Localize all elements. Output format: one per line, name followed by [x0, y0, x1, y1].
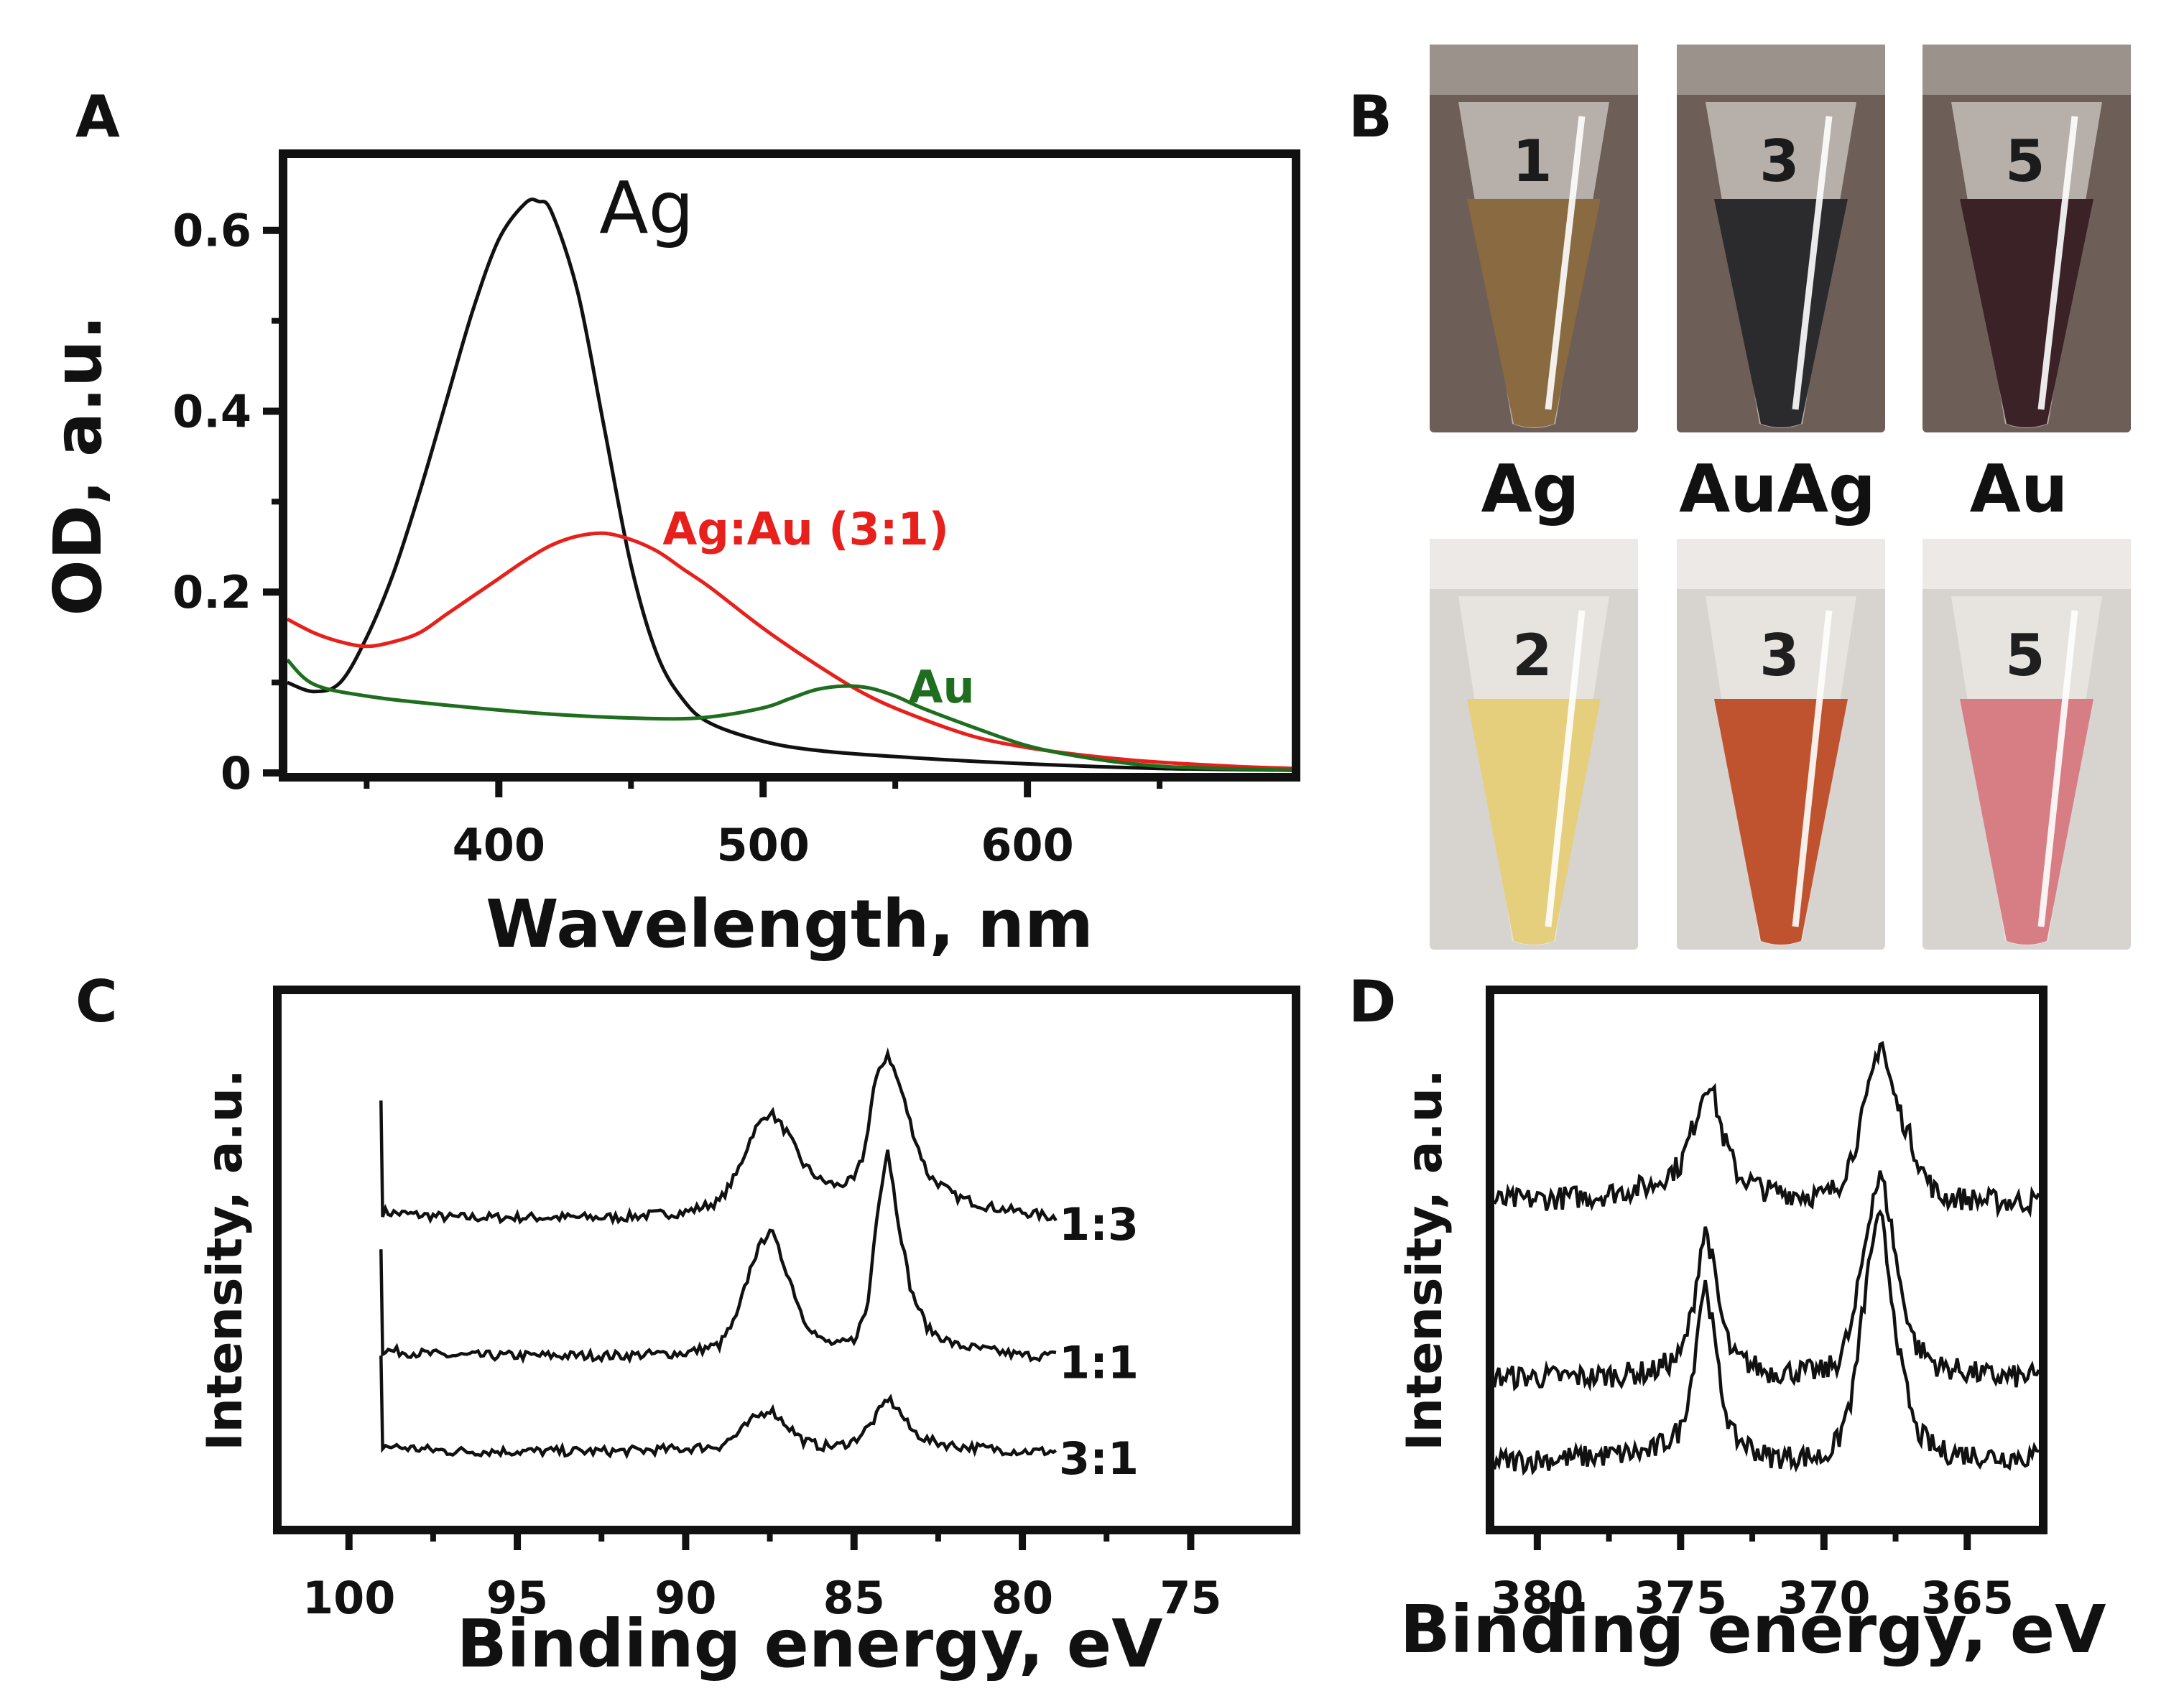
chart-d-series-middle: [1492, 1170, 2041, 1392]
chart-c-frame: [273, 986, 1300, 1534]
chart-a-frame: [279, 149, 1300, 782]
chart-c-xlabel: Binding energy, eV: [457, 1605, 1163, 1682]
chart-a-xtick-label: 400: [453, 819, 545, 871]
chart-d-series-top: [1493, 1040, 2040, 1218]
chart-c-series-label: 1:1: [1059, 1337, 1139, 1389]
chart-a-annotation: Au: [909, 661, 975, 713]
chart-a-annotation: Ag:Au (3:1): [662, 503, 949, 555]
chart-a-annotation: Ag: [599, 166, 694, 250]
chart-a-xtick-label: 500: [716, 819, 809, 871]
tube-mark: 5: [2005, 622, 2045, 689]
chart-c-series-1-3: [379, 1047, 1058, 1226]
chart-c-xtick-label: 75: [1160, 1572, 1221, 1624]
chart-c-xtick-label: 100: [302, 1572, 395, 1624]
tube-bottom-2: 3: [1677, 539, 1885, 950]
chart-c-xtick-label: 95: [486, 1572, 548, 1624]
chart-a-ytick-label: 0: [221, 747, 251, 799]
chart-a-series-ag-au-3-1-: [286, 531, 1292, 771]
chart-c-series-3-1: [379, 1355, 1058, 1460]
chart-c-xtick-label: 90: [654, 1572, 716, 1624]
panel-label-d: D: [1348, 968, 1396, 1035]
chart-a-ytick-label: 0.2: [172, 566, 251, 618]
chart-d-frame: [1486, 986, 2048, 1534]
chart-a-ylabel: OD, a.u.: [40, 315, 116, 616]
chart-d-xtick-label: 375: [1634, 1572, 1727, 1624]
tube-top-1: 1: [1430, 45, 1638, 432]
tube-top-3: 5: [1922, 45, 2131, 432]
tube-photos: 1 3 5 2 3 5: [1430, 45, 2131, 950]
chart-d: 380 375 370 365 Binding energy, eV Intensit…: [1397, 986, 2106, 1668]
tube-label-ag: Ag: [1481, 450, 1579, 527]
tube-mark: 3: [1759, 622, 1800, 689]
panel-label-a: A: [75, 83, 120, 150]
chart-c-series-label: 1:3: [1059, 1198, 1139, 1251]
tube-label-auag: AuAg: [1679, 450, 1876, 527]
chart-a-series-ag: [287, 198, 1292, 772]
chart-a-ytick-label: 0.4: [172, 385, 251, 437]
chart-d-series-bottom: [1492, 1209, 2040, 1476]
tube-bottom-1: 2: [1430, 539, 1638, 950]
chart-d-xtick-label: 365: [1921, 1572, 2014, 1624]
chart-a-ytick-label: 0.6: [172, 205, 251, 257]
chart-a-xlabel: Wavelength, nm: [486, 886, 1093, 963]
tube-label-au: Au: [1970, 450, 2068, 527]
chart-c: 100 95 90 85 80 75 1:3 1:1 3:1 Binding energy, …: [197, 986, 1300, 1682]
tube-mark: 1: [1512, 128, 1553, 195]
chart-d-ylabel: Intensity, a.u.: [1397, 1069, 1453, 1451]
chart-a-xtick-label: 600: [981, 819, 1073, 871]
tube-mark: 3: [1759, 128, 1800, 195]
chart-d-xtick-label: 370: [1777, 1572, 1870, 1624]
panel-label-c: C: [75, 968, 118, 1035]
chart-a: 400 500 600 0 0.2 0.4 0.6 Ag Ag:Au (3:1) Au Wav…: [40, 149, 1300, 963]
chart-d-xtick-label: 380: [1491, 1572, 1583, 1624]
chart-c-series-1-1: [379, 1149, 1057, 1364]
chart-a-series-au: [286, 658, 1292, 772]
tube-top-2: 3: [1677, 45, 1885, 432]
panel-label-b: B: [1348, 83, 1392, 150]
chart-c-series-label: 3:1: [1059, 1432, 1139, 1485]
chart-c-ylabel: Intensity, a.u.: [197, 1069, 254, 1451]
tube-mark: 5: [2005, 128, 2045, 195]
chart-d-xlabel: Binding energy, eV: [1400, 1591, 2106, 1668]
chart-c-xtick-label: 85: [823, 1572, 885, 1624]
tube-mark: 2: [1512, 622, 1553, 689]
tube-bottom-3: 5: [1922, 539, 2131, 950]
chart-c-xtick-label: 80: [991, 1572, 1053, 1624]
